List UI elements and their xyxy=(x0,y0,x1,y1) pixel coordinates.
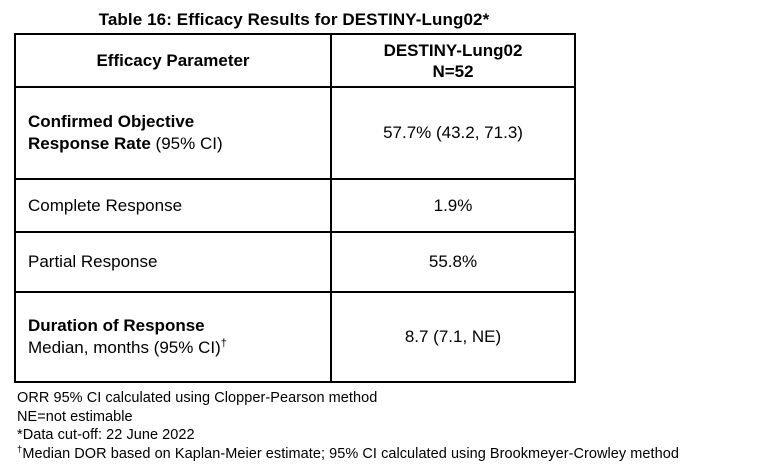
table-row-confirmed-orr: Confirmed Objective Response Rate (95% C… xyxy=(14,86,576,180)
table-header-row: Efficacy Parameter DESTINY-Lung02 N=52 xyxy=(14,33,576,88)
value-cell-confirmed-orr: 57.7% (43.2, 71.3) xyxy=(330,86,576,180)
param-bold-text: Duration of Response xyxy=(28,316,205,335)
param-cell-complete-response: Complete Response xyxy=(14,178,332,233)
efficacy-results-table: Efficacy Parameter DESTINY-Lung02 N=52 C… xyxy=(14,33,576,383)
footnote-median-dor-text: Median DOR based on Kaplan-Meier estimat… xyxy=(22,445,679,462)
table-row-partial-response: Partial Response 55.8% xyxy=(14,231,576,293)
value-cell-duration-of-response: 8.7 (7.1, NE) xyxy=(330,291,576,383)
table-row-duration-of-response: Duration of Response Median, months (95%… xyxy=(14,291,576,383)
param-subline-text: Median, months (95% CI) xyxy=(28,338,221,357)
header-col2-line1: DESTINY-Lung02 xyxy=(383,40,523,60)
footnotes: ORR 95% CI calculated using Clopper-Pear… xyxy=(17,389,760,463)
value-cell-complete-response: 1.9% xyxy=(330,178,576,233)
param-subline: Median, months (95% CI)† xyxy=(28,337,330,359)
dagger-superscript: † xyxy=(17,443,23,455)
header-destiny-lung02: DESTINY-Lung02 N=52 xyxy=(330,33,576,88)
footnote-data-cutoff: *Data cut-off: 22 June 2022 xyxy=(17,427,195,443)
header-efficacy-parameter: Efficacy Parameter xyxy=(14,33,332,88)
table-title: Table 16: Efficacy Results for DESTINY-L… xyxy=(98,10,490,29)
footnote-median-dor: †Median DOR based on Kaplan-Meier estima… xyxy=(17,443,760,464)
param-text: Confirmed Objective Response Rate (95% C… xyxy=(28,111,243,155)
value-cell-partial-response: 55.8% xyxy=(330,231,576,293)
param-cell-confirmed-orr: Confirmed Objective Response Rate (95% C… xyxy=(14,86,332,180)
footnote-orr-method: ORR 95% CI calculated using Clopper-Pear… xyxy=(17,390,378,406)
param-bold-text: Confirmed Objective Response Rate xyxy=(28,112,195,153)
param-normal-text: (95% CI) xyxy=(150,134,223,153)
dagger-superscript: † xyxy=(220,337,227,350)
header-col1-label: Efficacy Parameter xyxy=(96,51,250,70)
param-cell-duration-of-response: Duration of Response Median, months (95%… xyxy=(14,291,332,383)
table-row-complete-response: Complete Response 1.9% xyxy=(14,178,576,233)
header-col2-line2: N=52 xyxy=(432,61,474,81)
param-cell-partial-response: Partial Response xyxy=(14,231,332,293)
footnote-ne-definition: NE=not estimable xyxy=(17,408,133,425)
